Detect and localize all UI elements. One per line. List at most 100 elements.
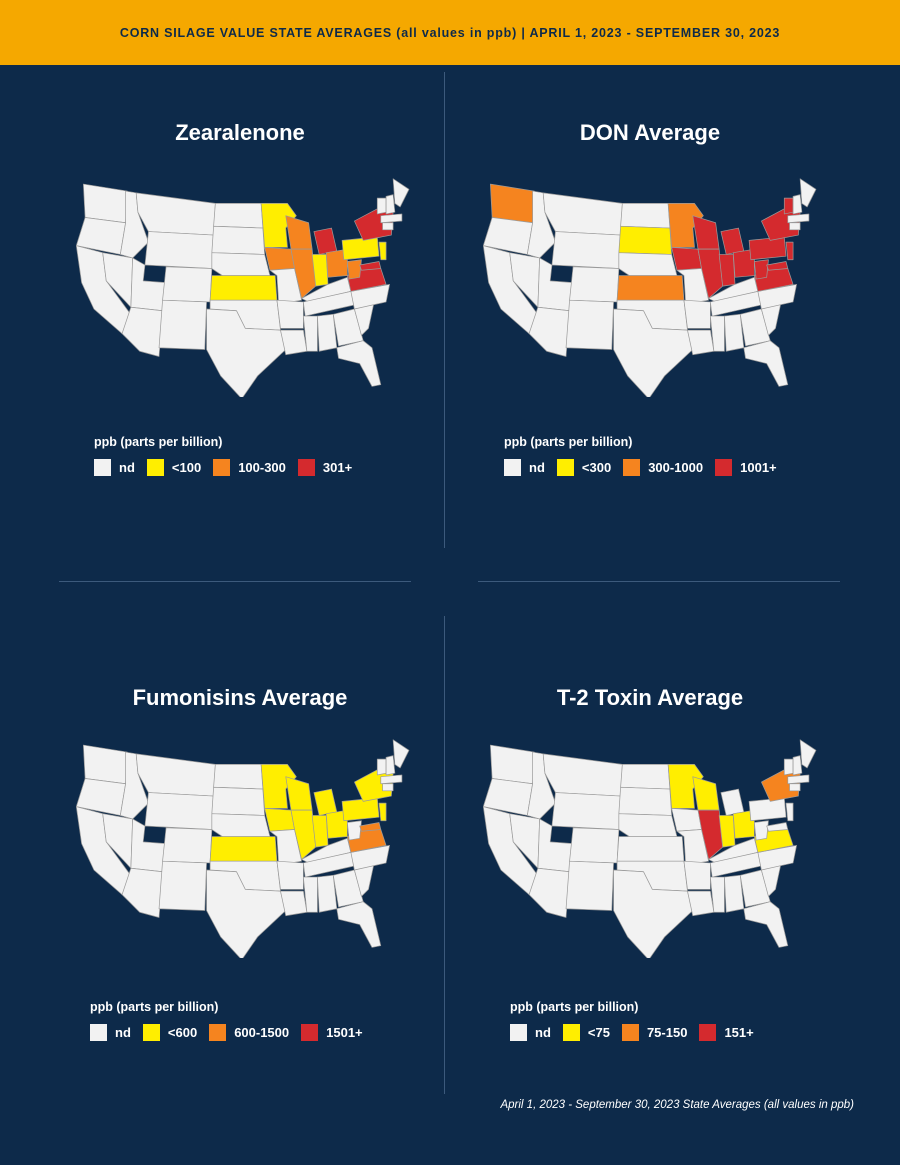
state-az (121, 867, 163, 918)
state-ms (303, 876, 318, 913)
legend-label: 1001+ (740, 460, 777, 475)
panel-fumonisins-average: Fumonisins Average ppb (parts per billio… (30, 680, 450, 1160)
legend-swatch (90, 1024, 107, 1041)
legend: ppb (parts per billion) nd <300 300-1000… (504, 435, 789, 476)
state-pa (748, 797, 787, 822)
legend-label: nd (115, 1025, 131, 1040)
state-wv (754, 820, 769, 841)
state-az (121, 306, 163, 357)
state-md (766, 822, 789, 832)
legend-swatch (562, 1024, 580, 1041)
state-md (359, 822, 382, 832)
state-fl (743, 340, 789, 387)
state-fl (336, 901, 382, 948)
state-sd (618, 225, 672, 255)
state-nj (785, 802, 794, 822)
legend-item-level3: 151+ (699, 1024, 754, 1041)
state-md (359, 261, 382, 271)
state-ia (671, 247, 702, 271)
state-vt (783, 197, 794, 215)
legend-swatch (209, 1024, 227, 1041)
state-vt (783, 758, 794, 776)
state-ms (303, 315, 318, 352)
state-me (392, 178, 410, 208)
state-ms (710, 315, 725, 352)
state-mt (135, 753, 216, 797)
state-mt (542, 753, 623, 797)
legend-item-level1: <300 (556, 459, 612, 476)
state-me (799, 178, 817, 208)
divider-horizontal-left (59, 581, 411, 582)
legend-swatch (94, 459, 111, 476)
state-nc (757, 845, 797, 871)
state-ne (211, 813, 271, 837)
legend-title: ppb (parts per billion) (510, 1000, 639, 1014)
legend-label: 301+ (322, 460, 353, 475)
legend-swatch (504, 459, 521, 476)
state-co (162, 266, 213, 303)
state-il (697, 248, 724, 299)
panel-t2-toxin-average: T-2 Toxin Average ppb (parts per billion… (440, 680, 860, 1160)
us-map-svg (75, 739, 410, 958)
state-md (766, 261, 789, 271)
state-pa (341, 797, 380, 822)
legend-swatch (142, 1024, 160, 1041)
state-nh (385, 755, 396, 776)
legend-item-level1: <600 (142, 1024, 197, 1041)
legend-swatch (556, 459, 574, 476)
state-mi (720, 227, 745, 255)
header-title: CORN SILAGE VALUE STATE AVERAGES (all va… (119, 25, 781, 40)
state-ar (683, 299, 711, 329)
state-mi (313, 227, 338, 255)
state-ma (787, 213, 810, 224)
state-sd (211, 786, 265, 816)
state-fl (336, 340, 382, 387)
legend-item-level1: <75 (562, 1024, 610, 1041)
state-nj (378, 241, 387, 261)
state-nm (158, 299, 207, 350)
state-ct (789, 783, 801, 792)
state-wi (285, 215, 313, 250)
state-wv (347, 820, 362, 841)
legend-label: <300 (581, 460, 612, 475)
divider-horizontal-right (478, 581, 840, 582)
us-map-fumonisins (60, 738, 420, 958)
state-nc (350, 845, 390, 871)
panel-title: DON Average (579, 120, 721, 145)
legend-item-level3: 1001+ (715, 459, 777, 476)
legend-title: ppb (parts per billion) (504, 435, 633, 449)
state-wy (144, 792, 214, 830)
state-wi (692, 215, 720, 250)
state-il (290, 809, 317, 860)
state-wi (285, 776, 313, 811)
state-pa (748, 236, 787, 261)
state-nj (378, 802, 387, 822)
state-wa (490, 744, 535, 785)
state-pa (341, 236, 380, 261)
legend-item-level2: 75-150 (621, 1024, 687, 1041)
state-nd (620, 764, 671, 790)
state-ne (211, 252, 271, 276)
legend-swatch (623, 459, 641, 476)
us-map-svg (75, 178, 410, 397)
legend: ppb (parts per billion) nd <100 100-300 … (94, 435, 364, 476)
legend-label: nd (119, 460, 135, 475)
legend-item-nd: nd (94, 459, 135, 476)
state-nm (158, 860, 207, 911)
legend-label: <75 (587, 1025, 610, 1040)
footnote: April 1, 2023 - September 30, 2023 State… (500, 1099, 854, 1111)
state-az (528, 867, 570, 918)
legend-label: 100-300 (238, 460, 286, 475)
panel-don-average: DON Average ppb (parts per billion) nd <… (440, 115, 860, 595)
legend-item-level2: 600-1500 (209, 1024, 289, 1041)
divider-vertical-bottom (444, 616, 445, 1094)
state-wy (551, 792, 621, 830)
state-wv (347, 259, 362, 280)
divider-vertical-top (444, 72, 445, 548)
state-co (162, 827, 213, 864)
state-me (392, 739, 410, 769)
state-fl (743, 901, 789, 948)
state-nm (565, 860, 614, 911)
state-tx (206, 869, 287, 958)
state-vt (376, 758, 387, 776)
